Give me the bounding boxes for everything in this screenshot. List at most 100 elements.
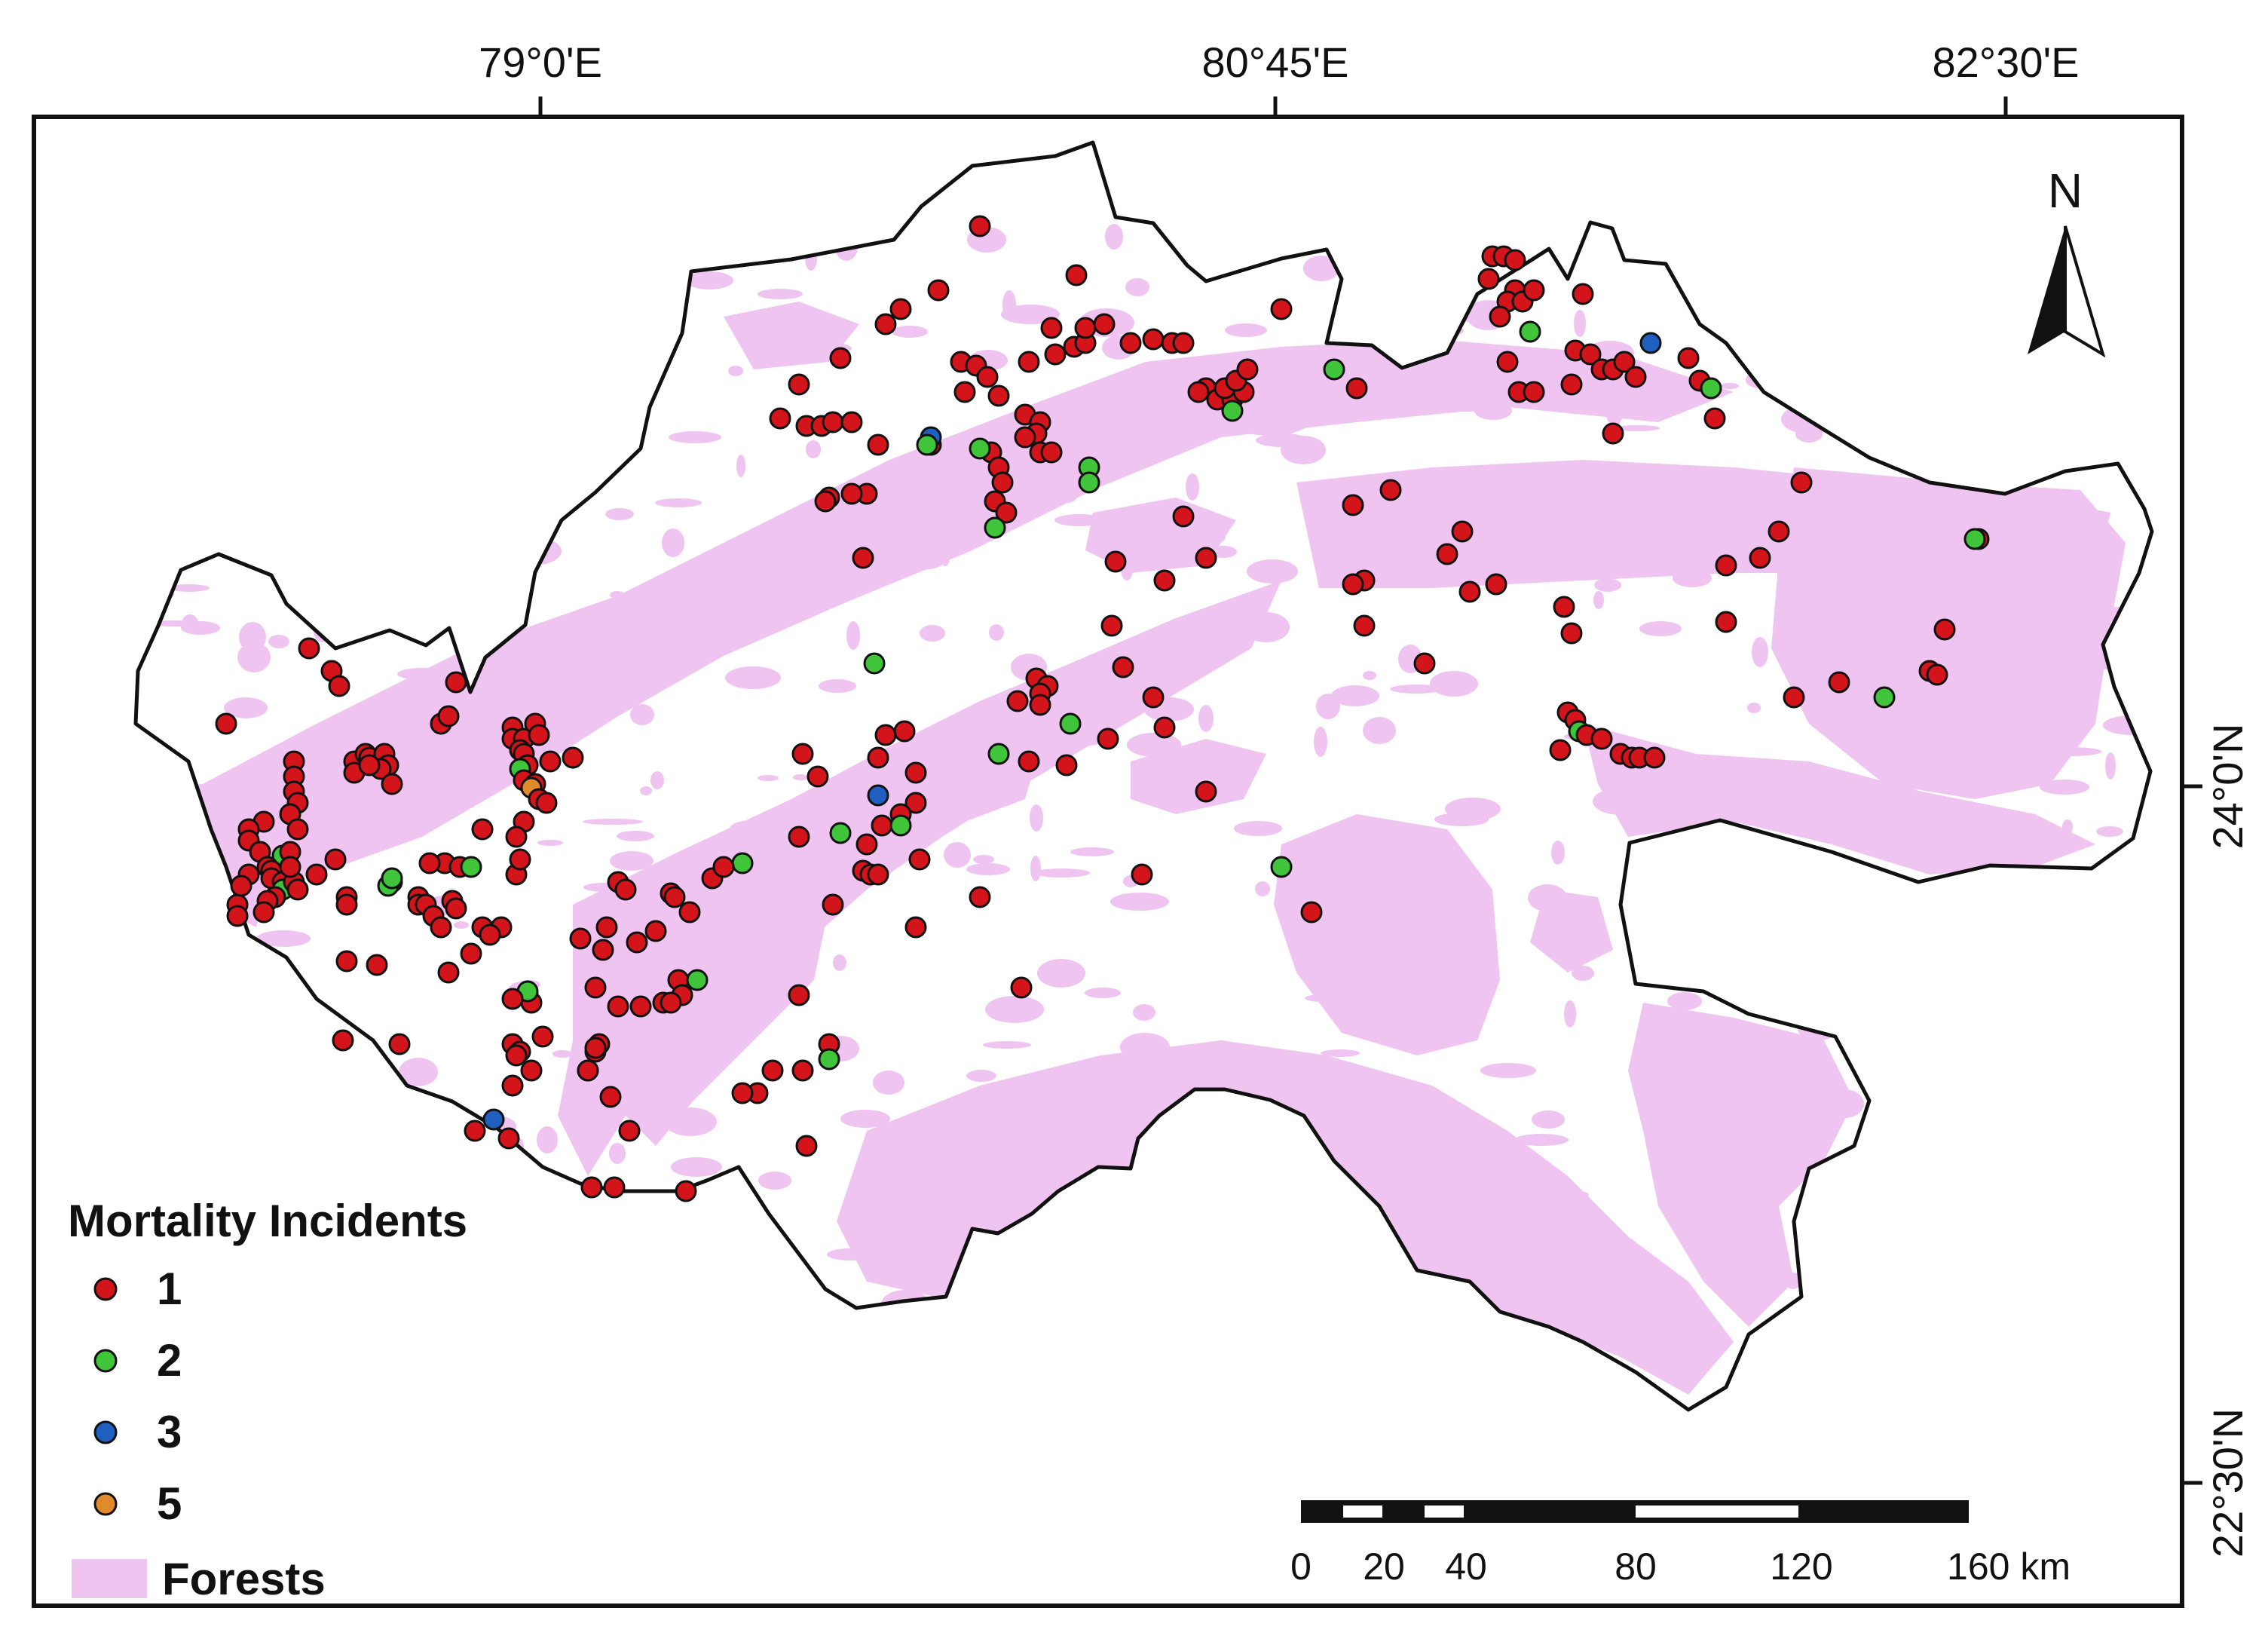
incident-marker-1	[1142, 328, 1165, 351]
forest-patch	[1421, 952, 1472, 960]
forest-patch	[1105, 224, 1123, 250]
incident-marker-1	[1040, 317, 1063, 339]
legend-label-3: 3	[157, 1407, 182, 1457]
incident-marker-1	[874, 724, 897, 746]
incident-marker-2	[889, 814, 912, 837]
forest-patch	[806, 440, 821, 458]
latitude-label-22-30n: 22°30'N	[2204, 1408, 2251, 1558]
incident-marker-1	[286, 878, 309, 901]
forest-patch	[1331, 685, 1379, 706]
incident-marker-1	[577, 1059, 599, 1082]
incident-marker-1	[464, 1120, 486, 1142]
incident-marker-1	[867, 863, 889, 886]
north-arrow-right-half	[2064, 225, 2106, 358]
incident-marker-1	[1553, 596, 1575, 618]
forest-patch	[1593, 591, 1604, 609]
forest-patch	[1303, 256, 1339, 281]
incident-marker-1	[569, 927, 592, 950]
incident-marker-1	[437, 705, 460, 727]
incident-marker-1	[1560, 622, 1583, 645]
forest-patch	[2087, 606, 2099, 614]
incident-marker-1	[497, 1127, 520, 1150]
incident-marker-1	[1142, 686, 1165, 709]
forest-patch	[1413, 979, 1433, 1004]
scale-label-80: 80	[1615, 1545, 1657, 1588]
incident-marker-1	[388, 1033, 411, 1055]
forest-patch	[1530, 1189, 1589, 1201]
forest-patch	[552, 1050, 572, 1058]
forest-patch	[1127, 733, 1181, 757]
forest-patch	[472, 730, 493, 737]
incident-marker-1	[1300, 901, 1323, 924]
forest-patch	[1837, 808, 1887, 825]
legend-item-forests: Forests	[72, 1554, 326, 1604]
forest-patch	[1073, 737, 1102, 746]
longitude-label-79e: 79°0'E	[479, 38, 602, 86]
forest-patch	[662, 528, 684, 557]
incident-marker-1	[1624, 366, 1647, 388]
legend-symbol-1	[93, 1277, 118, 1301]
forest-patch	[840, 1110, 890, 1128]
forest-patch	[1247, 559, 1298, 584]
incident-marker-1	[874, 313, 897, 335]
incident-marker-1	[1040, 441, 1063, 464]
incident-marker-1	[305, 863, 328, 886]
forest-patch	[2062, 819, 2073, 835]
forest-patch	[1198, 705, 1214, 732]
incident-marker-1	[893, 720, 916, 743]
forest-patch	[926, 540, 966, 546]
forest-patch	[1639, 621, 1682, 636]
forest-patch	[1314, 727, 1327, 757]
forest-patch	[630, 704, 654, 725]
legend-item-1: 1	[93, 1264, 182, 1314]
incident-marker-1	[501, 988, 524, 1010]
forest-patch	[1797, 1089, 1841, 1110]
incident-marker-1	[1010, 976, 1033, 999]
incident-marker-1	[335, 893, 358, 916]
forest-patch	[920, 625, 945, 642]
forest-patch	[1120, 1033, 1170, 1061]
forest-patch	[1191, 531, 1226, 544]
forest-patch	[1430, 885, 1486, 905]
forest-patch	[587, 629, 607, 642]
forest-patch	[944, 842, 971, 868]
forest-patch	[1094, 1129, 1122, 1150]
legend-symbol-2	[93, 1349, 118, 1373]
incident-marker-2	[1519, 320, 1541, 343]
incident-marker-1	[230, 875, 253, 897]
incident-marker-3	[1639, 332, 1662, 354]
incident-marker-1	[1590, 727, 1613, 750]
forest-patch	[1564, 1000, 1576, 1028]
forest-patch	[2041, 747, 2101, 756]
forest-patch	[670, 1052, 682, 1061]
incident-marker-2	[829, 822, 852, 844]
forest-patch	[239, 622, 266, 652]
forest-patch	[2086, 555, 2101, 565]
forest-patch	[1234, 821, 1282, 836]
incident-marker-1	[663, 886, 686, 908]
forest-patch	[966, 863, 1010, 875]
incident-marker-1	[215, 712, 237, 735]
forest-patch	[1648, 1061, 1676, 1083]
north-arrow-label: N	[2048, 164, 2083, 218]
legend-item-3: 3	[93, 1407, 182, 1457]
forest-patch	[1736, 1049, 1780, 1061]
forest-patch	[1667, 992, 1702, 1010]
legend-item-2: 2	[93, 1335, 182, 1386]
forest-patch	[617, 831, 654, 841]
legend-label-1: 1	[157, 1264, 182, 1314]
incident-marker-1	[1703, 407, 1726, 430]
forest-patch	[725, 666, 781, 689]
forest-patch	[1611, 1302, 1621, 1328]
incident-marker-1	[1345, 377, 1368, 400]
forest-patch	[1390, 685, 1443, 694]
incident-marker-2	[984, 516, 1006, 539]
incident-marker-1	[335, 950, 358, 973]
forest-patch	[846, 621, 860, 650]
forest-patch	[1124, 376, 1178, 388]
forest-patch	[1255, 881, 1270, 896]
legend-symbol-3	[93, 1420, 118, 1444]
forest-patch	[892, 326, 928, 338]
forest-patch	[736, 455, 745, 477]
forest-patch	[1057, 486, 1078, 503]
